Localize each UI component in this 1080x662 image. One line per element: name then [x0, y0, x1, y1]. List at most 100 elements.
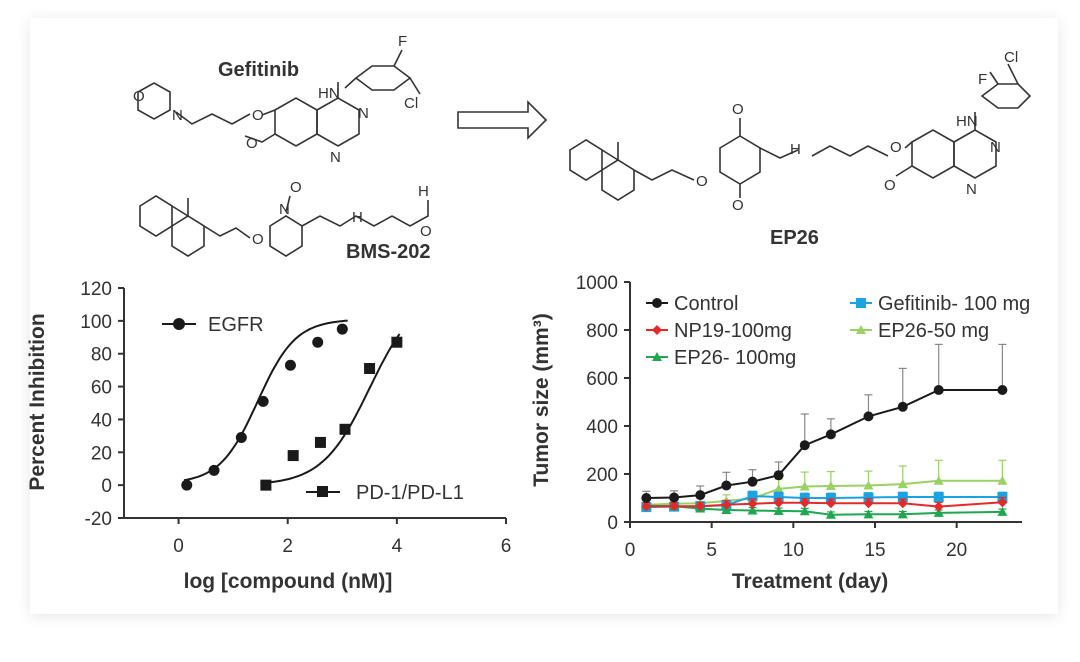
atom-o: O	[732, 197, 744, 214]
legend-label: EP26-50 mg	[878, 320, 989, 342]
y-tick-label: 600	[586, 369, 618, 390]
atom-o: O	[884, 177, 896, 194]
data-point	[235, 432, 247, 443]
data-point	[863, 411, 874, 422]
data-point	[863, 480, 874, 490]
data-point	[695, 501, 706, 512]
y-tick-label: -20	[85, 509, 112, 530]
atom-n: N	[990, 139, 1001, 156]
legend-item-gefitinib-100-mg: Gefitinib- 100 mg	[850, 293, 1030, 315]
reaction-arrow	[457, 100, 548, 140]
x-tick-label: 0	[625, 540, 636, 561]
data-point	[181, 479, 193, 491]
atom-nh: H	[418, 183, 429, 200]
legend-marker	[856, 325, 866, 334]
y-tick-label: 200	[586, 465, 618, 486]
data-point	[257, 395, 269, 407]
data-point	[773, 497, 784, 508]
y-tick-label: 120	[80, 279, 112, 300]
data-point	[339, 423, 351, 435]
data-point	[641, 493, 652, 503]
y-tick-label: 20	[91, 443, 112, 464]
data-point	[897, 401, 908, 412]
ep26-label: EP26	[770, 227, 819, 249]
bms202-label: BMS-202	[346, 241, 430, 263]
y-tick-label: 400	[586, 417, 618, 438]
atom-o: O	[133, 88, 145, 105]
atom-nh: H	[790, 141, 801, 158]
x-tick-label: 0	[173, 536, 184, 557]
x-tick-label: 4	[392, 536, 403, 557]
atom-o: O	[890, 139, 902, 156]
legend-pd1: PD-1/PD-L1	[306, 482, 464, 504]
data-point	[933, 475, 944, 485]
data-point	[825, 509, 836, 519]
atom-hn: HN	[318, 85, 340, 102]
inhibition-chart: -20 0 20 40 60 80 100 120 0 2 4 6 Percent Inhibiti…	[26, 279, 511, 593]
atom-n: N	[358, 105, 369, 122]
data-point	[287, 450, 299, 462]
x-axis-title: log [compound (nM)]	[184, 570, 393, 593]
y-tick-label: 800	[586, 321, 618, 342]
atom-nh: H	[352, 209, 363, 226]
atom-n: N	[279, 201, 290, 218]
data-point	[897, 492, 908, 503]
ep26-structure: O O O H O N N O HN Cl F EP26	[569, 49, 1032, 249]
data-point	[825, 498, 836, 509]
data-point	[773, 505, 784, 515]
atom-o: O	[732, 101, 744, 118]
atom-f: F	[398, 33, 407, 50]
data-point	[825, 429, 836, 440]
data-point	[208, 464, 220, 476]
data-point	[799, 497, 810, 508]
data-point	[897, 479, 908, 489]
legend-item-np19-100mg: NP19-100mg	[646, 320, 792, 342]
data-point	[721, 499, 732, 510]
fit-curve-pd-1-pd-l1	[260, 333, 401, 485]
y-tick-label: 60	[91, 378, 112, 399]
data-point	[799, 440, 810, 451]
atom-n: N	[966, 181, 977, 198]
data-point	[260, 479, 272, 491]
atom-f: F	[978, 71, 987, 88]
y-tick-label: 0	[607, 513, 618, 534]
data-point	[863, 498, 874, 509]
data-point	[747, 498, 758, 509]
data-point	[747, 505, 758, 515]
y-tick-label: 80	[91, 345, 112, 366]
legend-label: PD-1/PD-L1	[356, 482, 464, 504]
data-point	[747, 491, 758, 502]
data-point	[997, 475, 1008, 485]
y-tick-label: 100	[80, 312, 112, 333]
x-tick-label: 2	[282, 536, 293, 557]
data-point	[391, 336, 403, 348]
data-point	[997, 497, 1008, 508]
data-point	[997, 506, 1008, 516]
x-tick-label: 20	[946, 540, 967, 561]
x-tick-label: 15	[864, 540, 885, 561]
data-point	[799, 506, 810, 516]
legend-marker	[652, 298, 662, 308]
atom-o: O	[252, 107, 264, 124]
gefitinib-label: Gefitinib	[218, 59, 299, 81]
atom-o: O	[420, 223, 432, 240]
atom-hn: HN	[956, 113, 978, 130]
atom-n: N	[172, 107, 183, 124]
x-tick-label: 5	[706, 540, 717, 561]
data-point	[284, 359, 296, 371]
data-point	[933, 507, 944, 517]
data-point	[669, 501, 680, 512]
data-point	[695, 490, 706, 501]
y-axis-title: Tumor size (mm³)	[530, 313, 553, 486]
data-point	[897, 498, 908, 509]
data-point	[933, 385, 944, 395]
legend-label: NP19-100mg	[674, 320, 792, 342]
data-point	[933, 492, 944, 503]
data-point	[314, 436, 326, 448]
x-axis-title: Treatment (day)	[732, 570, 888, 593]
atom-cl: Cl	[404, 95, 418, 112]
data-point	[364, 363, 376, 374]
x-tick-label: 10	[783, 540, 804, 561]
legend-egfr: EGFR	[162, 314, 264, 336]
